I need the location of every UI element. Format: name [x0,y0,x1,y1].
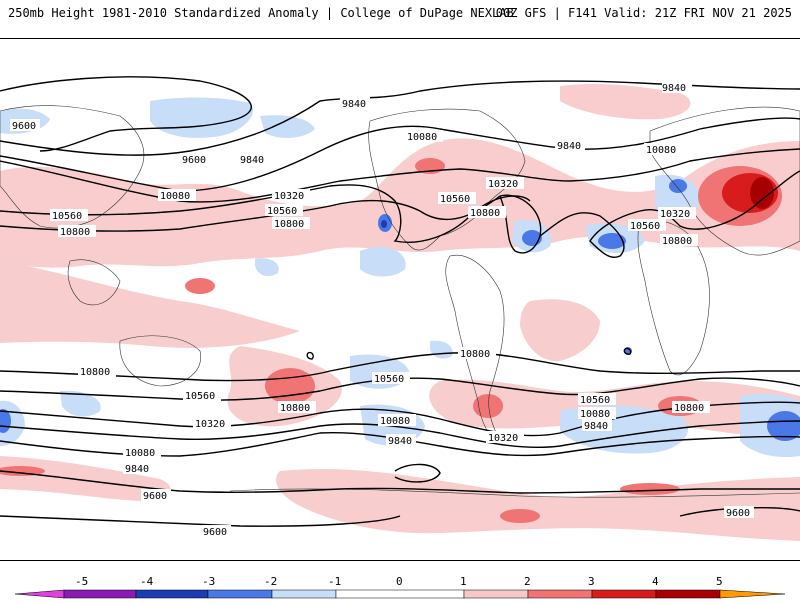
tick-5: 5 [716,575,723,588]
colorbar-m3 [135,589,209,599]
label-9600-antarctic-west: 9600 [143,491,167,502]
label-10800-europe: 10800 [662,236,692,247]
colorbar-p5 [719,589,786,599]
label-10560-west: 10560 [52,211,82,222]
label-9840-asia: 9840 [240,155,264,166]
positive-anomaly-extreme [750,177,774,209]
colorbar-p3 [591,589,657,599]
label-10320-drake: 10320 [488,433,518,444]
label-10560-australia: 10560 [185,391,215,402]
anomaly-map: 9840 9840 9600 9600 9840 10080 9840 1008… [0,38,800,561]
map-title: 250mb Height 1981-2010 Standardized Anom… [8,6,514,20]
label-10800-south-america: 10800 [460,349,490,360]
label-10800-south-indian: 10800 [80,367,110,378]
tick--4: -4 [140,575,154,588]
tick-2: 2 [524,575,531,588]
label-10560-south-pacific: 10560 [374,374,404,385]
label-9840-north-pacific: 9840 [342,99,366,110]
label-10560-pacific: 10560 [267,206,297,217]
map-canvas: 9840 9840 9600 9600 9840 10080 9840 1008… [0,76,800,541]
label-9840-south-atlantic: 9840 [584,421,608,432]
header: 250mb Height 1981-2010 Standardized Anom… [0,0,800,32]
label-10800-pacific: 10800 [274,219,304,230]
colorbar-p2 [527,589,593,599]
tick--5: -5 [75,575,88,588]
colorbar-m1 [271,589,337,599]
label-9840-north-atlantic: 9840 [662,83,686,94]
colorbar-m2 [207,589,273,599]
tick--3: -3 [202,575,215,588]
colorbar: -5 -4 -3 -2 -1 0 1 2 3 4 5 [0,572,800,600]
colorbar-p4 [655,589,721,599]
label-9600-asia: 9600 [182,155,206,166]
coastlines [0,105,800,498]
label-9840-southwest: 9840 [125,464,149,475]
label-10080-south-pacific: 10080 [380,416,410,427]
negative-anomaly-strong [381,220,387,228]
label-10800-us: 10800 [470,208,500,219]
colorbar-p1 [463,589,529,599]
tick-4: 4 [652,575,659,588]
label-10560-us: 10560 [440,194,470,205]
label-10560-south-atlantic: 10560 [580,395,610,406]
label-9600-northwest: 9600 [12,121,36,132]
label-9840-south-pacific: 9840 [388,436,412,447]
label-10080-canada: 10080 [407,132,437,143]
colorbar-canvas: -5 -4 -3 -2 -1 0 1 2 3 4 5 [14,575,786,599]
tick-1: 1 [460,575,467,588]
colorbar-m4 [63,589,137,599]
label-10080-europe: 10080 [646,145,676,156]
label-10080-pacific: 10080 [160,191,190,202]
label-9840-atlantic: 9840 [557,141,581,152]
label-10560-europe: 10560 [630,221,660,232]
colorbar-zero [335,589,465,599]
label-10080-south-atlantic: 10080 [580,409,610,420]
label-10320-southwest: 10320 [195,419,225,430]
label-10800-tasman: 10800 [280,403,310,414]
tick-0: 0 [396,575,403,588]
colorbar-m5 [14,589,65,599]
tick-3: 3 [588,575,595,588]
label-9600-antarctic-south: 9600 [203,527,227,538]
tick--1: -1 [328,575,341,588]
label-10800-south-africa: 10800 [674,403,704,414]
tick--2: -2 [264,575,277,588]
label-10320-pacific: 10320 [274,191,304,202]
label-10320-europe: 10320 [660,209,690,220]
run-valid-time: 00Z GFS | F141 Valid: 21Z FRI NOV 21 202… [495,6,792,20]
contour-labels: 9840 9840 9600 9600 9840 10080 9840 1008… [10,81,754,538]
label-10800-west: 10800 [60,227,90,238]
label-10080-southwest: 10080 [125,448,155,459]
label-10320-us: 10320 [488,179,518,190]
label-9600-antarctic-east: 9600 [726,508,750,519]
